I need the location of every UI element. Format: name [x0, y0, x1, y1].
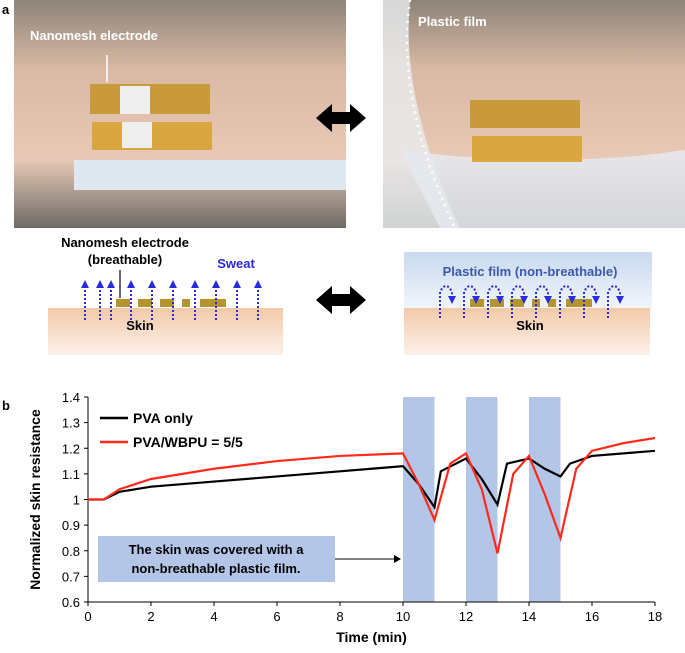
y-tick-label: 1.4 [62, 390, 80, 405]
sweat-arrowhead [107, 280, 115, 288]
electrode [470, 299, 592, 307]
legend-label: PVA/WBPU = 5/5 [133, 434, 243, 450]
sweat-arrowhead [212, 280, 220, 288]
electrode-bar [510, 299, 524, 307]
panel-label: b [2, 398, 10, 413]
electrode-bar [182, 299, 190, 307]
electrode-bar [470, 299, 484, 307]
x-tick-label: 0 [84, 609, 91, 624]
shaded-region [529, 397, 561, 602]
x-axis-label: Time (min) [336, 629, 407, 645]
y-tick-label: 1.2 [62, 441, 80, 456]
x-tick-label: 10 [396, 609, 410, 624]
photo-label: Nanomesh electrode [30, 28, 158, 43]
x-tick-label: 18 [648, 609, 662, 624]
sweat-arrowhead [616, 296, 624, 304]
y-tick-label: 0.8 [62, 544, 80, 559]
photo-left [14, 0, 346, 228]
y-tick-label: 1.1 [62, 467, 80, 482]
diagram-title: Nanomesh electrode [61, 235, 189, 250]
skin-label: Skin [516, 318, 544, 333]
photo-right [383, 0, 685, 229]
sweat-arrowhead [96, 280, 104, 288]
panel-label: a [2, 2, 10, 17]
electrode-bar [138, 299, 152, 307]
electrode-bar [116, 299, 130, 307]
annotation-box [98, 536, 335, 582]
sweat-arrowhead [233, 280, 241, 288]
y-tick-label: 0.7 [62, 569, 80, 584]
sweat-arrowhead [520, 296, 528, 304]
series-line [88, 436, 656, 554]
electrode-bar [160, 299, 174, 307]
sweat-arrowhead [148, 280, 156, 288]
series-line [88, 449, 656, 511]
sweat-arrowhead [592, 296, 600, 304]
y-tick-label: 0.6 [62, 595, 80, 610]
sweat-arrowhead [127, 280, 135, 288]
sweat-arrowhead [254, 280, 262, 288]
shaded-region [466, 397, 498, 602]
electrode-bar [490, 299, 504, 307]
chart: 0.6 0.7 0.8 0.9 1 1.1 1.2 1.3 1.4 0 2 4 6 8 10 12 14 16 18… [27, 390, 662, 645]
x-tick-label: 2 [147, 609, 154, 624]
x-tick-label: 12 [459, 609, 473, 624]
skin-label: Skin [126, 318, 154, 333]
electrode [116, 299, 226, 307]
y-tick-label: 1.3 [62, 416, 80, 431]
sweat-arrowhead [544, 296, 552, 304]
sweat-arrowhead [191, 280, 199, 288]
sweat-label: Sweat [217, 256, 255, 271]
sweat-arrowhead [568, 296, 576, 304]
legend-label: PVA only [133, 410, 193, 426]
sweat-arrowhead [81, 280, 89, 288]
electrode-bar [532, 299, 540, 307]
sweat-arrowhead [448, 296, 456, 304]
double-arrow [316, 286, 366, 314]
diagram-title: Plastic film (non-breathable) [443, 264, 618, 279]
electrode-bar [200, 299, 226, 307]
x-tick-label: 4 [210, 609, 217, 624]
annotation: non-breathable plastic film. [131, 561, 300, 576]
skin [404, 308, 650, 355]
x-tick-label: 14 [522, 609, 536, 624]
film [404, 252, 652, 312]
x-tick-label: 6 [273, 609, 280, 624]
electrode-bar [548, 299, 556, 307]
y-tick-label: 0.9 [62, 518, 80, 533]
sweat-arrowhead [472, 296, 480, 304]
sweat-arrowhead [169, 280, 177, 288]
sweat-arrowhead [496, 296, 504, 304]
electrode-bar [566, 299, 592, 307]
y-tick-label: 1 [73, 493, 80, 508]
annotation-arrowhead [394, 555, 401, 563]
double-arrow [316, 104, 366, 132]
x-tick-label: 8 [336, 609, 343, 624]
x-tick-label: 16 [585, 609, 599, 624]
annotation: The skin was covered with a [129, 542, 305, 557]
skin [48, 308, 283, 355]
photo-label: Plastic film [418, 14, 487, 29]
y-axis-label: Normalized skin resistance [27, 409, 43, 590]
diagram-title: (breathable) [88, 252, 162, 267]
